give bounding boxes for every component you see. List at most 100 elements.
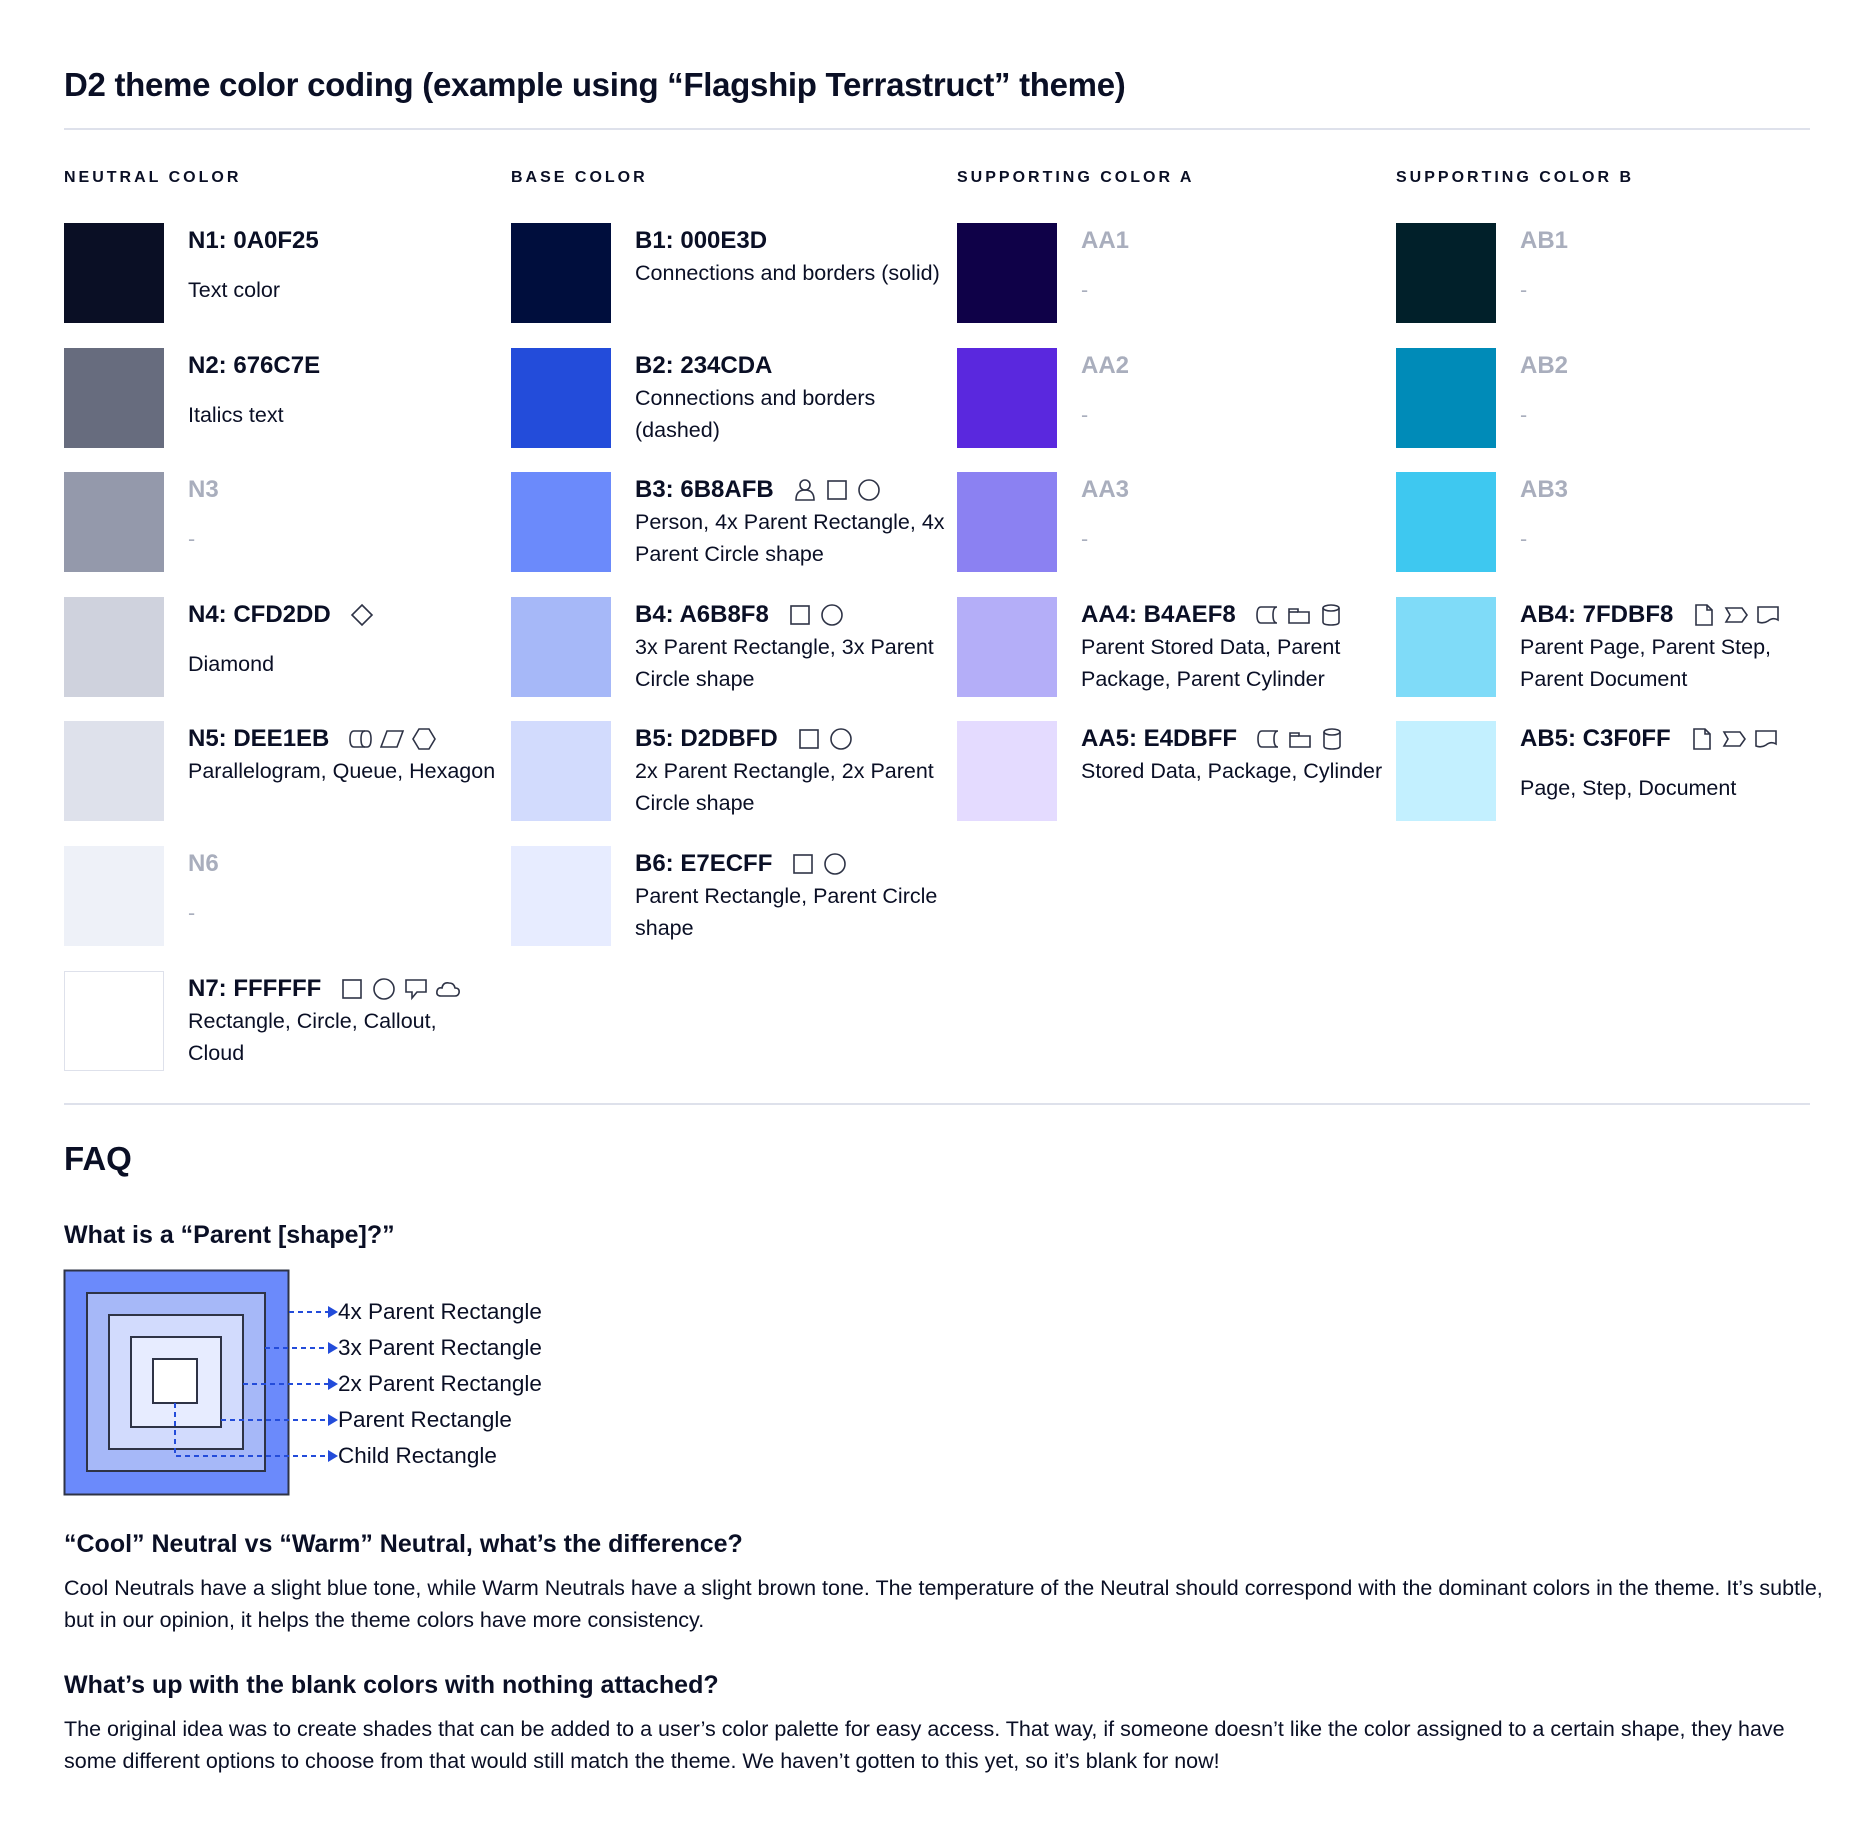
color-label: AA1 <box>1081 227 1130 254</box>
hexagon-icon <box>412 728 437 751</box>
color-swatch-row: AB1 - <box>1396 223 1826 348</box>
cylinder-icon <box>1323 728 1341 751</box>
shape-icons <box>347 726 437 752</box>
color-swatch <box>64 596 164 697</box>
circle-icon <box>821 603 843 626</box>
color-swatch <box>957 223 1057 323</box>
color-swatch <box>64 970 164 1071</box>
diagram-label: 3x Parent Rectangle <box>338 1335 542 1360</box>
color-usage: - <box>1081 402 1089 427</box>
color-usage: Diamond <box>188 651 275 676</box>
color-usage: Parent Stored Data, Parent Package, Pare… <box>1081 634 1341 691</box>
color-usage: Connections and borders (solid) <box>635 261 940 285</box>
color-usage: Parallelogram, Queue, Hexagon <box>188 759 496 784</box>
shape-icons <box>796 726 854 752</box>
diagram-label: Child Rectangle <box>338 1443 497 1468</box>
color-swatch-row: N3 - <box>64 472 494 597</box>
document-icon <box>1757 605 1780 624</box>
rectangle-icon <box>826 480 847 500</box>
circle-icon <box>829 728 852 751</box>
color-label: N5: DEE1EB <box>188 725 330 753</box>
page-title: D2 theme color coding (example using “Fl… <box>64 66 1126 103</box>
color-swatch <box>1396 596 1496 697</box>
color-column: NEUTRAL COLOR N1: 0A0F25 Text color N2: … <box>64 168 495 1096</box>
color-usage: Connections and borders (dashed) <box>635 385 876 442</box>
color-label: AB3 <box>1520 476 1569 504</box>
shape-icons <box>790 851 848 877</box>
color-label: B1: 000E3D <box>635 227 768 254</box>
color-swatch <box>957 721 1057 822</box>
page-icon <box>1692 728 1711 751</box>
color-swatch <box>1396 721 1496 822</box>
parallelogram-icon <box>380 730 405 749</box>
color-swatch <box>511 223 611 323</box>
color-usage: Parent Page, Parent Step, Parent Documen… <box>1520 634 1771 691</box>
divider <box>64 128 1810 130</box>
stored-data-icon <box>1255 605 1277 624</box>
color-label: B2: 234CDA <box>635 351 773 379</box>
arrow-child <box>174 1403 330 1457</box>
color-swatch-row: AB4: 7FDBF8 Parent Page, Parent Step, Pa… <box>1396 596 1826 722</box>
color-swatch-row: B3: 6B8AFB Person, 4x Parent Rectangle, … <box>511 472 945 597</box>
faq-question-parent-shape: What is a “Parent [shape]?” <box>64 1221 395 1249</box>
rectangle-icon <box>342 978 363 999</box>
color-label: AB5: C3F0FF <box>1520 725 1671 753</box>
color-label: N1: 0A0F25 <box>188 227 319 254</box>
column-header: SUPPORTING COLOR A <box>957 169 1195 186</box>
color-label: N4: CFD2DD <box>188 600 331 628</box>
color-swatch-row: AA5: E4DBFF Stored Data, Package, Cylind… <box>957 721 1387 846</box>
rectangle-icon <box>798 729 819 750</box>
color-usage: Stored Data, Package, Cylinder <box>1081 759 1383 784</box>
color-usage: - <box>1520 278 1528 302</box>
color-label: AA4: B4AEF8 <box>1081 600 1236 628</box>
shape-icons <box>1691 602 1781 628</box>
color-usage: - <box>188 900 196 925</box>
color-swatch-row: B6: E7ECFF Parent Rectangle, Parent Circ… <box>511 845 941 971</box>
diagram-label: Parent Rectangle <box>338 1407 512 1432</box>
color-swatch-row: N5: DEE1EB Parallelogram, Queue, Hexagon <box>64 721 495 846</box>
color-label: B4: A6B8F8 <box>635 600 769 628</box>
shape-icons <box>1689 726 1779 752</box>
faq-answer-blank: The original idea was to create shades t… <box>64 1717 1785 1773</box>
color-swatch-row: B5: D2DBFD 2x Parent Rectangle, 2x Paren… <box>511 721 941 846</box>
color-swatch <box>64 472 164 573</box>
column-header: SUPPORTING COLOR B <box>1396 169 1635 186</box>
color-swatch-row: N6 - <box>64 845 494 971</box>
color-swatch <box>1396 472 1496 573</box>
color-column: SUPPORTING COLOR B AB1 - AB2 - AB3 - AB4… <box>1396 168 1826 846</box>
color-usage: - <box>1520 402 1528 427</box>
color-swatch <box>511 472 611 573</box>
column-header: BASE COLOR <box>511 169 648 186</box>
faq-question-neutral: “Cool” Neutral vs “Warm” Neutral, what’s… <box>64 1530 743 1558</box>
color-label: N2: 676C7E <box>188 351 321 379</box>
shape-icons <box>349 602 375 628</box>
color-swatch <box>1396 347 1496 448</box>
color-swatch-row: B4: A6B8F8 3x Parent Rectangle, 3x Paren… <box>511 596 941 722</box>
color-swatch-row: AB3 - <box>1396 472 1826 597</box>
color-swatch-row: N7: FFFFFF Rectangle, Circle, Callout, C… <box>64 970 494 1096</box>
stored-data-icon <box>1257 730 1279 749</box>
step-icon <box>1722 731 1746 748</box>
document-icon <box>1754 730 1777 748</box>
color-label: B6: E7ECFF <box>635 849 773 877</box>
diamond-icon <box>350 603 373 626</box>
color-swatch-row: AB2 - <box>1396 347 1826 473</box>
color-swatch <box>957 472 1057 573</box>
color-swatch <box>957 347 1057 448</box>
faq-question-blank: What’s up with the blank colors with not… <box>64 1671 719 1699</box>
color-usage: Rectangle, Circle, Callout, Cloud <box>188 1008 437 1065</box>
parent-shape-diagram <box>63 1269 338 1496</box>
package-icon <box>1287 607 1310 624</box>
color-label: N6 <box>188 849 219 877</box>
faq-answer-neutral: Cool Neutrals have a slight blue tone, w… <box>64 1576 1823 1632</box>
color-label: AA3 <box>1081 476 1130 504</box>
column-header: NEUTRAL COLOR <box>64 169 242 186</box>
color-label: AB2 <box>1520 351 1569 379</box>
color-swatch-row: AA1 - <box>957 223 1387 348</box>
color-column: BASE COLOR B1: 000E3D Connections and bo… <box>511 168 945 971</box>
color-swatch <box>64 721 164 822</box>
color-usage: - <box>1520 527 1528 552</box>
color-usage: - <box>1081 278 1089 302</box>
color-label: N3 <box>188 476 219 504</box>
color-label: N7: FFFFFF <box>188 974 322 1002</box>
